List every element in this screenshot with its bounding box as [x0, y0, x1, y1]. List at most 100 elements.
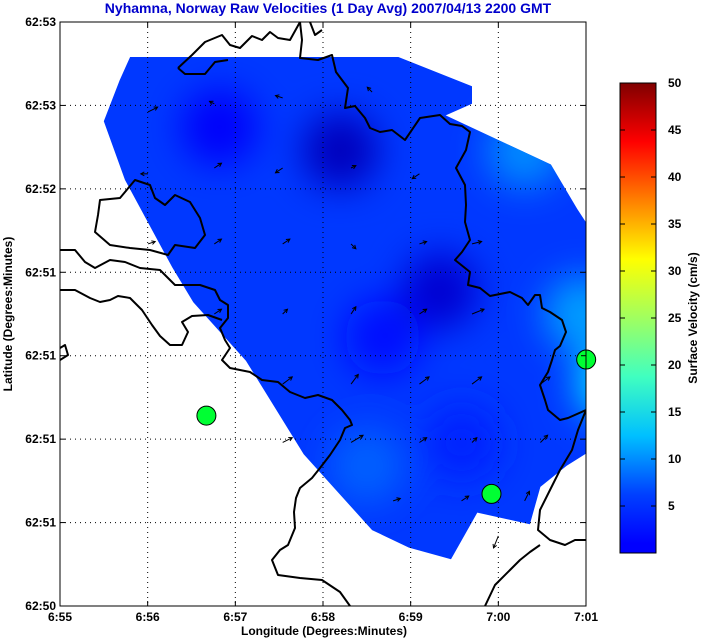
speed-patch — [423, 404, 500, 481]
velocity-vector — [282, 437, 294, 443]
y-tick-label: 62:51 — [25, 516, 56, 530]
velocity-vector — [208, 100, 215, 105]
y-tick-label: 62:53 — [25, 98, 56, 112]
vector-head — [545, 376, 551, 381]
coastline-west-shore — [60, 249, 353, 606]
colorbar-tick-label: 40 — [668, 170, 682, 184]
vector-shaft — [471, 308, 485, 315]
vector-shaft — [419, 376, 430, 385]
colorbar-tick-label: 25 — [668, 311, 682, 325]
speed-patch — [344, 299, 421, 376]
vector-head — [351, 164, 357, 170]
vector-shaft — [419, 241, 427, 245]
velocity-vector — [282, 376, 294, 385]
y-tick-label: 62:53 — [25, 15, 56, 29]
x-tick-label: 6:58 — [311, 610, 335, 624]
velocity-vector — [282, 238, 291, 245]
vector-head — [588, 442, 592, 446]
vector-shaft — [392, 498, 401, 502]
vector-head — [288, 437, 294, 442]
vector-head — [525, 490, 531, 496]
colorbar-label: Surface Velocity (cm/s) — [686, 252, 700, 383]
speed-patch — [402, 252, 479, 329]
vector-shaft — [350, 243, 357, 250]
radar-site-marker — [196, 405, 217, 426]
vector-shaft — [214, 238, 222, 245]
vector-shaft — [282, 376, 293, 385]
velocity-vector — [471, 376, 483, 385]
vector-shaft — [350, 306, 357, 315]
velocity-vector — [471, 308, 486, 315]
vector-head — [274, 169, 280, 174]
velocity-vector — [419, 437, 428, 443]
velocity-vector — [411, 173, 420, 180]
vector-head — [477, 376, 483, 381]
vector-head — [351, 244, 357, 250]
vector-head — [425, 376, 430, 381]
vector-head — [422, 437, 428, 442]
vector-shaft — [147, 241, 156, 245]
coastline-north — [177, 22, 586, 421]
x-axis-label: Longitude (Degrees:Minutes) — [241, 624, 407, 638]
colorbar-tick-label: 35 — [668, 217, 682, 231]
chart-title: Nyhamna, Norway Raw Velocities (1 Day Av… — [105, 0, 552, 16]
y-tick-label: 62:51 — [25, 349, 56, 363]
vector-shaft — [540, 434, 548, 443]
colorbar-tick-label: 20 — [668, 358, 682, 372]
vector-head — [543, 434, 549, 440]
vector-head — [492, 543, 497, 549]
velocity-vector — [524, 490, 531, 502]
velocity-vector — [392, 497, 402, 502]
vector-shaft — [419, 308, 427, 315]
vector-shaft — [147, 106, 158, 113]
velocity-vector — [350, 434, 364, 443]
velocity-vector — [350, 164, 357, 170]
x-tick-label: 6:56 — [136, 610, 160, 624]
colorbar-gradient — [619, 82, 657, 554]
colorbar-ticks: 5 10 15 20 25 30 35 40 45 50 — [620, 76, 682, 513]
velocity-vector — [419, 376, 430, 385]
x-tick-label: 6:55 — [48, 610, 72, 624]
coastline-west-inlet — [60, 289, 223, 346]
vector-head — [354, 373, 359, 379]
velocity-vector — [419, 240, 428, 245]
vector-head — [477, 240, 483, 245]
vector-shaft — [214, 162, 222, 169]
velocity-vector — [461, 495, 470, 502]
colorbar-tick-label: 5 — [668, 499, 675, 513]
field-patches — [181, 89, 586, 504]
vector-shaft — [471, 241, 482, 245]
vector-head — [208, 100, 214, 105]
speed-patch — [302, 112, 379, 189]
vector-head — [359, 434, 364, 439]
vector-shaft — [419, 437, 427, 443]
velocity-vector — [214, 308, 223, 315]
vector-shaft — [275, 167, 283, 174]
colorbar-tick-label: 50 — [668, 76, 682, 90]
velocity-vector — [274, 94, 283, 99]
velocity-vector — [350, 243, 357, 250]
velocity-vector — [540, 434, 549, 443]
vector-head — [352, 305, 357, 311]
x-tick-label: 6:57 — [223, 610, 247, 624]
velocity-vector — [588, 442, 592, 454]
vector-shaft — [471, 437, 478, 443]
vector-head — [217, 162, 223, 167]
vector-head — [472, 436, 478, 442]
vector-shaft — [411, 173, 420, 180]
vector-head — [274, 94, 280, 99]
velocity-vector — [471, 436, 478, 443]
y-axis-ticks: 62:53 62:53 62:52 62:51 62:51 62:51 62:51 62:50 — [25, 15, 586, 613]
vector-shaft — [540, 376, 551, 385]
vector-head — [139, 171, 145, 177]
y-tick-label: 62:51 — [25, 265, 56, 279]
vector-head — [283, 308, 289, 314]
vector-shaft — [350, 434, 364, 443]
vector-head — [153, 106, 159, 111]
vector-head — [396, 497, 402, 502]
coastline-southeast — [484, 409, 586, 606]
vector-head — [411, 174, 417, 180]
velocity-vector — [471, 240, 483, 245]
colorbar-tick-label: 45 — [668, 123, 682, 137]
velocity-vector — [350, 373, 359, 385]
